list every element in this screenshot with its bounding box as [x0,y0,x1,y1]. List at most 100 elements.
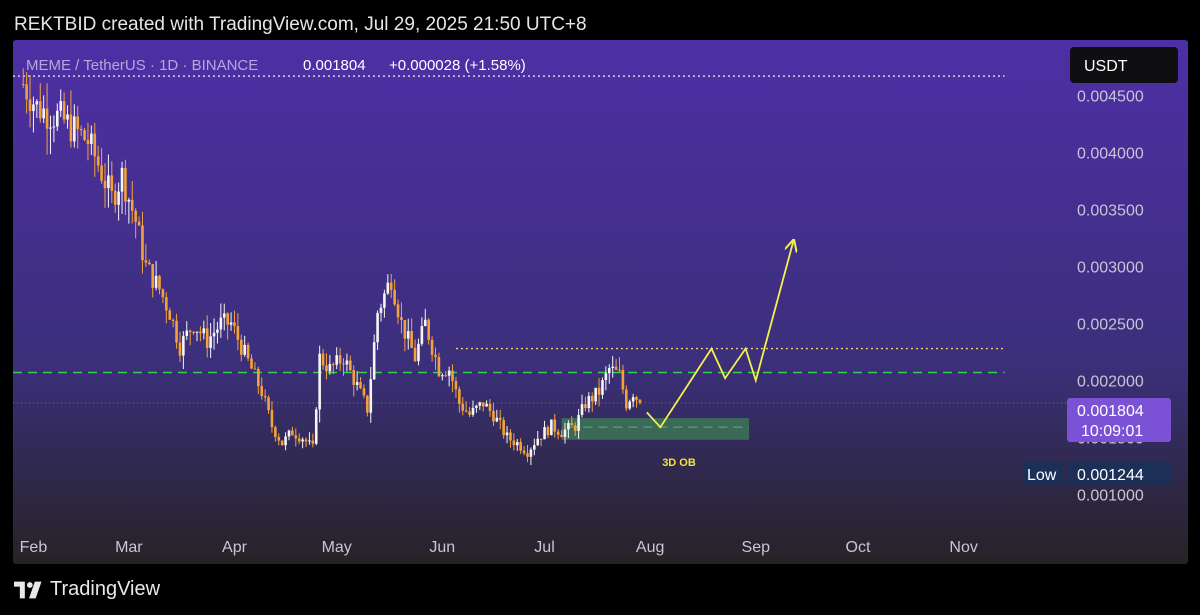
candle [277,433,281,446]
candle-body [533,445,536,450]
y-tick-label: 0.004500 [1077,88,1144,105]
candle-body [280,440,284,446]
candle-body [335,355,338,365]
candle-body [314,409,318,444]
candle [451,364,454,393]
candle [239,334,243,362]
candle-body [267,397,270,411]
currency-badge[interactable]: USDT [1070,47,1178,83]
candle-body [79,129,83,131]
candle [226,312,229,340]
candle [362,384,366,399]
candle-body [546,427,550,436]
candle-body [331,364,335,366]
candle [437,352,441,378]
candle-body [246,344,250,359]
candle-body [485,403,488,407]
price-chart[interactable]: 0.004500 0.004000 0.003500 0.003000 0.002500… [13,40,1188,564]
candle-body [454,381,458,390]
candle-body [195,331,199,333]
candle-body [66,114,69,120]
candle [287,429,291,441]
candle [376,310,379,350]
candle-body [505,432,509,436]
y-tick-label: 0.003500 [1077,202,1144,219]
candle-body [55,110,59,127]
candle-body [635,397,638,400]
candle-body [369,379,373,413]
candle [400,302,403,334]
symbol-change: +0.000028 (+1.58%) [389,57,526,74]
candle [318,345,321,423]
candle-body [406,331,410,339]
candle [49,115,52,155]
candle [601,377,604,399]
candle [485,400,488,407]
candle-body [243,344,246,355]
candle-body [185,330,189,336]
chart-background [13,40,1188,564]
candle [471,400,475,417]
candle [468,407,471,418]
order-block-zone [561,418,749,440]
candle-body [182,335,185,356]
candle-body [618,369,621,371]
x-tick-label: Aug [636,539,664,556]
x-axis: Feb Mar Apr May Jun Jul Aug Sep Oct Nov [20,539,978,556]
candle [21,68,25,88]
tradingview-brand: TradingView [50,578,161,600]
candle [464,401,468,413]
candle-body [423,319,427,327]
candle-body [389,282,393,290]
candle-body [28,99,32,112]
candle [314,407,318,446]
candle [96,145,100,172]
ob-zone-rect [561,418,749,440]
candle-body [400,317,403,320]
chart-panel[interactable]: 0.004500 0.004000 0.003500 0.003000 0.002500… [13,40,1188,564]
candle [250,354,253,369]
candle [130,181,134,224]
candle-body [209,336,212,348]
candle [372,334,376,380]
candle-body [492,410,495,422]
candle [274,425,277,442]
candle [359,377,362,390]
candle-body [202,328,206,334]
candle [185,321,189,340]
candle [366,395,369,417]
candle-body [543,427,546,440]
candle-body [168,310,172,320]
candle-body [270,410,274,428]
candle [62,92,66,124]
candle-body [297,438,301,442]
candle [73,104,76,148]
candle-body [73,116,76,142]
candle [573,422,577,436]
candle-body [287,430,291,437]
candle [35,99,39,118]
candle [420,317,424,346]
candle [222,303,226,331]
candle [522,446,526,456]
candle-body [25,84,28,100]
candle-body [471,407,475,415]
candle-body [250,358,253,369]
candle-body [229,322,233,325]
candle-body [199,331,202,334]
candle-body [410,331,413,348]
candle [199,326,202,342]
candle [301,437,304,449]
candle [219,303,223,338]
candle-body [158,275,161,290]
candle-body [529,449,533,457]
candle-body [437,357,441,377]
candle [86,122,90,161]
candle-body [178,342,182,356]
candle-body [222,313,226,318]
tradingview-footer[interactable]: TradingView [14,578,160,601]
candle [458,386,461,413]
candle [267,395,270,414]
candle [396,299,400,325]
candle-body [93,133,97,157]
